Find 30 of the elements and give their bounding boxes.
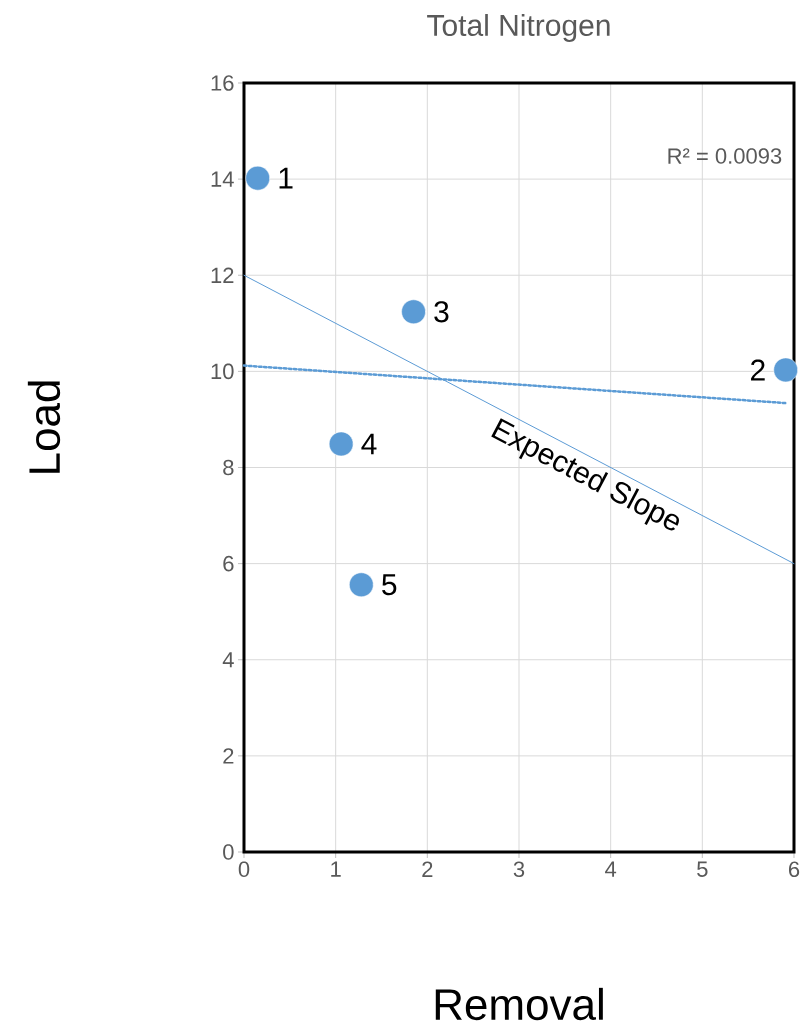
annotation: 2: [751, 359, 765, 381]
x-tick-label: 0: [238, 861, 250, 878]
point: [328, 431, 354, 457]
annotation: 4: [361, 433, 377, 455]
point: [349, 572, 374, 598]
point: [245, 165, 270, 191]
y-tick-label: 14: [211, 171, 234, 187]
point: [773, 357, 798, 383]
x-tick-label: 2: [422, 861, 433, 877]
point: [401, 299, 426, 325]
x-tick-label: 4: [605, 861, 617, 877]
y-tick-label: 2: [223, 748, 234, 764]
x-tick-label: 1: [331, 861, 341, 877]
y-tick-label: 4: [222, 652, 234, 668]
annotation: 3: [434, 301, 449, 323]
annotation: 5: [382, 574, 397, 596]
y-tick-label: 8: [223, 459, 234, 476]
x-tick-label: 5: [697, 861, 708, 877]
x-tick-label: 3: [513, 861, 525, 878]
annotation: R² = 0.0093: [668, 148, 782, 164]
y-axis-title: Load: [27, 381, 61, 473]
annotation: 1: [279, 167, 293, 189]
y-tick-label: 6: [223, 555, 234, 572]
x-axis-title: Removal: [435, 987, 603, 1021]
x-tick-label: 6: [788, 861, 800, 878]
y-tick-label: 16: [211, 75, 234, 91]
y-tick-label: 0: [223, 844, 234, 860]
chart-title: Total Nitrogen: [427, 14, 610, 42]
y-tick-label: 12: [211, 267, 234, 283]
y-tick-label: 10: [211, 363, 234, 380]
